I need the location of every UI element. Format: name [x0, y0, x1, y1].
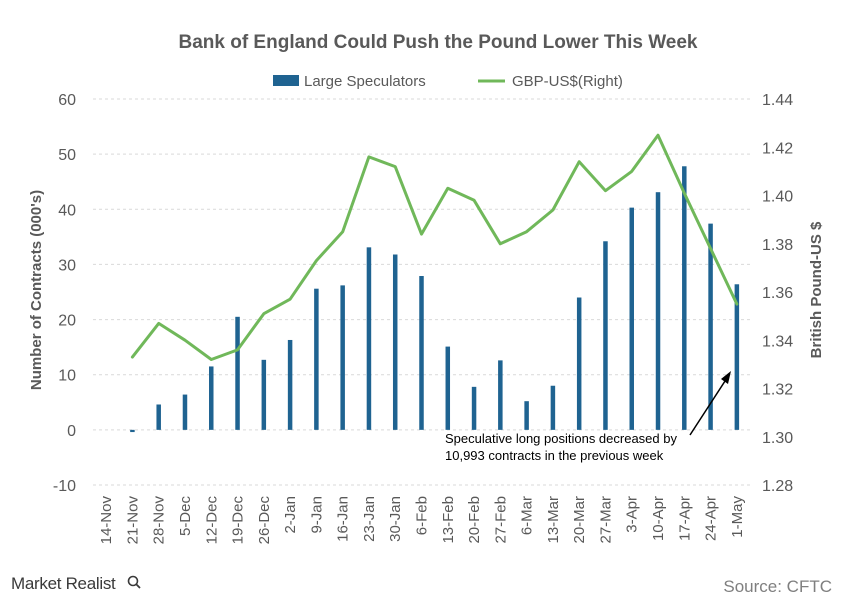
right-tick-label: 1.38: [762, 237, 793, 254]
left-tick-label: 10: [58, 368, 76, 385]
x-tick-label: 19-Dec: [230, 496, 247, 545]
bar-speculators: [629, 207, 634, 430]
chart-title: Bank of England Could Push the Pound Low…: [178, 32, 697, 53]
source-label: Source: CFTC: [723, 577, 832, 596]
legend: Large Speculators GBP-US$(Right): [273, 73, 623, 90]
bar-speculators: [366, 247, 372, 430]
x-tick-label: 20-Mar: [571, 496, 588, 544]
bar-speculators: [550, 385, 556, 430]
bar-speculators: [235, 316, 240, 430]
left-tick-label: 20: [58, 313, 76, 330]
legend-bar-swatch: [273, 75, 299, 86]
x-tick-label: 24-Apr: [703, 496, 720, 541]
right-tick-label: 1.44: [762, 92, 793, 109]
x-tick-label: 9-Jan: [308, 496, 325, 534]
annotation: Speculative long positions decreased by …: [445, 371, 731, 463]
x-tick-label: 6-Mar: [519, 496, 536, 535]
left-tick-label: 60: [58, 92, 76, 109]
right-tick-label: 1.36: [762, 285, 793, 302]
bar-speculators: [182, 394, 188, 430]
bar-speculators: [603, 241, 608, 430]
annotation-arrow-head: [721, 371, 731, 384]
brand-logo: Market Realist: [11, 574, 141, 593]
bar-speculators: [524, 401, 529, 430]
x-tick-label: 21-Nov: [124, 496, 141, 545]
legend-label-gbp: GBP-US$(Right): [512, 73, 623, 90]
x-tick-label: 16-Jan: [335, 496, 352, 542]
right-axis-title: British Pound-US $: [808, 221, 825, 358]
x-tick-label: 6-Feb: [414, 496, 431, 535]
line-series: [130, 133, 739, 361]
x-tick-label: 2-Jan: [282, 496, 299, 534]
magnifier-icon: [127, 575, 139, 587]
x-tick-label: 12-Dec: [203, 496, 220, 545]
x-tick-label: 13-Feb: [440, 496, 457, 544]
x-axis-ticks: 14-Nov 21-Nov 28-Nov 5-Dec 12-Dec 19-Dec 26-De…: [98, 496, 746, 545]
bar-speculators: [682, 166, 687, 430]
x-tick-label: 30-Jan: [387, 496, 404, 542]
x-tick-label: 27-Feb: [492, 496, 509, 544]
x-tick-label: 20-Feb: [466, 496, 483, 544]
x-tick-label: 28-Nov: [151, 496, 168, 545]
x-tick-label: 1-May: [729, 496, 746, 538]
right-tick-label: 1.32: [762, 382, 793, 399]
bars-series: [130, 166, 740, 433]
left-axis-title: Number of Contracts (000's): [28, 190, 45, 390]
bar-speculators: [471, 386, 477, 430]
bar-speculators: [734, 284, 740, 430]
x-tick-label: 3-Apr: [624, 496, 641, 533]
x-tick-label: 5-Dec: [177, 496, 194, 537]
bar-speculators: [340, 285, 345, 430]
annotation-line-2: 10,993 contracts in the previous week: [445, 448, 664, 463]
bar-speculators: [392, 254, 398, 430]
left-tick-label: 30: [58, 257, 76, 274]
right-tick-label: 1.40: [762, 189, 793, 206]
left-tick-label: 50: [58, 147, 76, 164]
x-tick-label: 14-Nov: [98, 496, 115, 545]
x-tick-label: 26-Dec: [256, 496, 273, 545]
right-tick-label: 1.30: [762, 430, 793, 447]
bar-speculators: [445, 346, 451, 430]
right-tick-label: 1.42: [762, 140, 793, 157]
x-tick-label: 10-Apr: [650, 496, 667, 541]
x-tick-label: 17-Apr: [676, 496, 693, 541]
gridlines: [93, 98, 750, 486]
bar-speculators: [209, 366, 214, 430]
bar-speculators: [287, 339, 293, 430]
right-tick-label: 1.28: [762, 478, 793, 495]
annotation-arrow-line: [689, 377, 728, 436]
line-gbp-usd: [130, 133, 739, 361]
brand-text: Market Realist: [11, 574, 116, 593]
x-tick-label: 23-Jan: [361, 496, 378, 542]
x-tick-label: 27-Mar: [597, 496, 614, 544]
left-tick-label: 40: [58, 202, 76, 219]
bar-speculators: [655, 192, 661, 430]
bar-speculators: [419, 276, 424, 430]
bar-speculators: [156, 404, 161, 430]
bar-speculators: [498, 360, 503, 430]
right-axis-ticks: 1.44 1.42 1.40 1.38 1.36 1.34 1.32 1.30 1.28: [762, 92, 793, 495]
left-axis-ticks: 60 50 40 30 20 10 0 -10: [53, 92, 76, 495]
bar-speculators: [261, 359, 267, 430]
legend-label-speculators: Large Speculators: [304, 73, 426, 90]
bar-speculators: [314, 288, 319, 430]
bar-speculators: [708, 223, 713, 430]
bar-speculators: [130, 429, 135, 433]
right-tick-label: 1.34: [762, 333, 793, 350]
left-tick-label: -10: [53, 478, 76, 495]
x-tick-label: 13-Mar: [545, 496, 562, 544]
annotation-line-1: Speculative long positions decreased by: [445, 431, 677, 446]
bar-speculators: [576, 297, 582, 430]
left-tick-label: 0: [67, 423, 76, 440]
